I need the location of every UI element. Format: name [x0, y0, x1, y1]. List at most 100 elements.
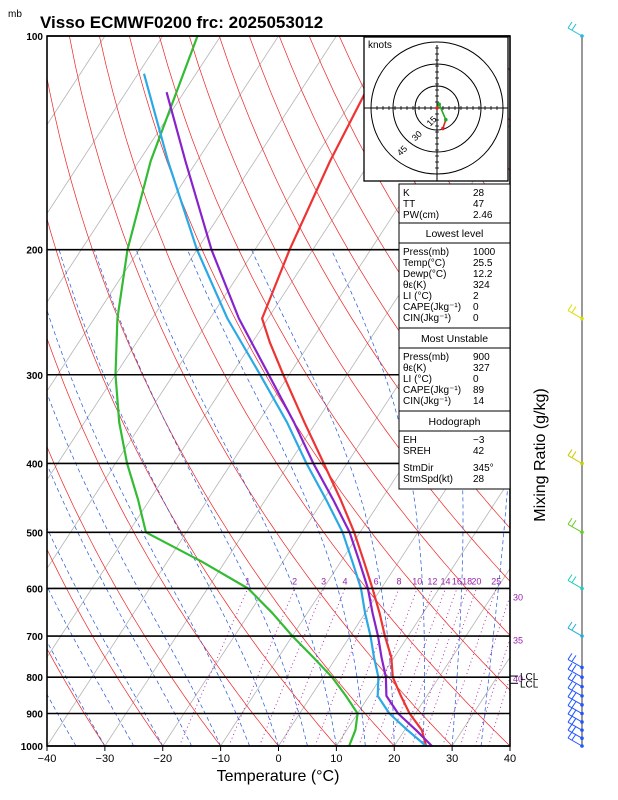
isotherm-line	[336, 479, 510, 746]
index-value: 327	[473, 363, 490, 374]
index-value: −3	[473, 435, 485, 446]
pressure-tick-label: 900	[26, 710, 43, 721]
hodograph-ring	[414, 85, 460, 131]
index-block-heading: Most Unstable	[421, 333, 488, 345]
wind-barb-feather	[567, 304, 573, 311]
dry-adiabat-line	[47, 648, 106, 746]
lcl-label: LCL	[520, 679, 539, 690]
wind-barb-feather	[567, 662, 573, 670]
hodograph-segment	[438, 104, 447, 121]
mixing-ratio-line	[178, 588, 249, 746]
dry-adiabat-line	[218, 36, 510, 529]
index-label: CIN(Jkg⁻¹)	[403, 313, 451, 324]
wind-barb-feather	[567, 723, 573, 731]
index-label: EH	[403, 435, 417, 446]
wind-barb-feather	[567, 574, 573, 581]
dry-adiabat-line	[47, 548, 164, 746]
mixing-ratio-line	[388, 588, 446, 746]
dry-adiabat-line	[47, 217, 337, 746]
index-box	[398, 327, 511, 412]
mixing-ratio-label: 12	[427, 576, 437, 586]
dry-adiabat-line	[69, 36, 453, 746]
wind-barb-feather	[571, 655, 577, 662]
dry-adiabat-line	[47, 337, 279, 746]
index-label: PW(cm)	[403, 210, 439, 221]
isotherm-line	[278, 390, 510, 746]
pressure-tick-label: 600	[26, 584, 43, 595]
isotherm-line	[162, 212, 510, 746]
isotherm-line	[47, 36, 279, 392]
index-value: 42	[473, 446, 485, 457]
dry-adiabat-line	[248, 36, 510, 477]
mixing-ratio-label: 3	[321, 576, 326, 586]
isotherm-line	[47, 36, 395, 570]
wind-barb-staff	[567, 713, 583, 723]
wind-barb-feather	[571, 306, 577, 313]
hodograph-ring-label: 30	[410, 129, 424, 143]
index-label: SREH	[403, 446, 431, 457]
wind-barb-staff	[567, 737, 583, 747]
wind-barb-feather	[567, 699, 573, 706]
mixing-ratio-line	[474, 637, 510, 746]
dry-adiabat-line	[47, 76, 395, 746]
isotherm-line	[47, 36, 337, 481]
wind-barb-feather	[567, 449, 573, 456]
lcl-label: LCL	[520, 672, 539, 683]
wind-barb-feather	[571, 725, 577, 733]
wind-barb-staff	[567, 678, 583, 688]
index-box	[398, 222, 511, 329]
index-value: 2.46	[473, 210, 493, 221]
index-label: LI (°C)	[403, 291, 432, 302]
index-value: 14	[473, 396, 485, 407]
wind-barb-staff	[567, 721, 583, 731]
pressure-tick-label: 800	[26, 673, 43, 684]
hodograph-point	[444, 117, 448, 122]
wind-barb-staff	[567, 523, 583, 533]
mixing-ratio-label: 16	[452, 576, 462, 586]
mixing-ratio-label: 4	[342, 576, 347, 586]
isotherm-line	[393, 567, 510, 746]
wind-barb-feather	[571, 23, 577, 31]
wind-barb-feather	[571, 683, 577, 691]
index-value: 25.5	[473, 258, 493, 269]
index-value: 0	[473, 302, 479, 313]
x-tick-label: −20	[153, 753, 172, 765]
dry-adiabat-line	[609, 36, 618, 746]
wind-barb-feather	[567, 715, 573, 723]
index-block-heading: Hodograph	[429, 416, 481, 428]
index-value: 1000	[473, 247, 496, 258]
index-label: Press(mb)	[403, 247, 449, 258]
wind-barb-feather	[571, 451, 577, 458]
index-value: 345°	[473, 463, 494, 474]
moist-adiabat-line	[251, 249, 395, 746]
mixing-ratio-label: 1	[245, 576, 250, 586]
moist-adiabat-line	[135, 249, 337, 746]
x-tick-label: 10	[330, 753, 342, 765]
index-block-heading: Lowest level	[426, 228, 484, 240]
profile-line-2	[142, 73, 427, 746]
wind-barb-feather	[571, 701, 577, 708]
x-tick-label: −40	[38, 753, 57, 765]
mixing-ratio-label: 30	[513, 593, 523, 603]
index-value: 0	[473, 313, 479, 324]
mixing-ratio-label: 6	[374, 576, 379, 586]
index-label: CAPE(Jkg⁻¹)	[403, 302, 461, 313]
moist-adiabat-line	[480, 249, 510, 746]
hodograph-ring	[370, 41, 504, 175]
x-tick-label: −10	[211, 753, 230, 765]
profile-line-3	[165, 91, 433, 746]
hodograph-unit-label: knots	[368, 40, 392, 51]
index-label: K	[403, 188, 410, 199]
wind-barb-feather	[571, 717, 577, 725]
mixing-ratio-label: 14	[440, 576, 450, 586]
mixing-ratio-label: 40	[513, 674, 523, 684]
pressure-unit-label: mb	[8, 9, 22, 20]
index-label: θε(K)	[403, 280, 426, 291]
moist-adiabat-line	[47, 392, 221, 746]
wind-barb-feather	[567, 690, 573, 698]
index-value: 89	[473, 385, 485, 396]
mixing-ratio-label: 18	[462, 576, 472, 586]
x-tick-label: 30	[446, 753, 458, 765]
hodograph-ring-label: 45	[395, 144, 409, 158]
